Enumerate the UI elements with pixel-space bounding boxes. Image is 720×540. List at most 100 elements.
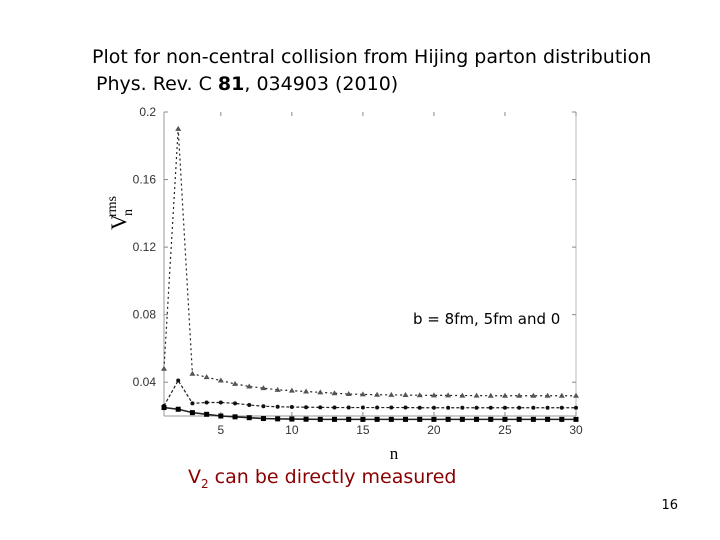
- page-number: 16: [661, 498, 678, 513]
- data-point: [317, 416, 323, 422]
- data-point: [289, 416, 295, 422]
- slide-reference: Phys. Rev. C 81, 034903 (2010): [96, 73, 398, 95]
- data-point: [217, 377, 224, 383]
- y-label-subscript: n: [121, 209, 136, 216]
- data-point: [388, 391, 395, 397]
- vn-rms-chart: 0.04 0.08 0.12 0.16 0.2 5 10 15 20 25 30 b = 8fm,…: [105, 105, 583, 463]
- data-point: [446, 405, 451, 410]
- data-point: [402, 392, 409, 398]
- data-point: [359, 391, 366, 397]
- data-point: [573, 416, 579, 422]
- data-point: [204, 400, 209, 405]
- data-point: [545, 405, 550, 410]
- data-point: [317, 389, 324, 395]
- data-point: [375, 405, 380, 410]
- data-point: [176, 378, 181, 383]
- data-point: [346, 405, 351, 410]
- slide-caption: V2 can be directly measured: [188, 466, 456, 491]
- data-point: [502, 405, 507, 410]
- data-point: [559, 405, 564, 410]
- data-point: [289, 405, 294, 410]
- data-point: [488, 405, 493, 410]
- data-point: [260, 416, 266, 422]
- data-point: [175, 125, 182, 131]
- y-tick-label: 0.12: [133, 240, 157, 254]
- data-point: [530, 392, 537, 398]
- data-point: [374, 391, 381, 397]
- data-point: [360, 405, 365, 410]
- x-tick-label: 25: [498, 423, 512, 437]
- reference-pages-year: , 034903 (2010): [244, 73, 399, 95]
- y-tick-label: 0.08: [133, 308, 157, 322]
- data-point: [403, 416, 409, 422]
- data-point: [545, 416, 551, 422]
- series-line: [163, 406, 576, 421]
- data-point: [558, 392, 565, 398]
- y-label-superscript: rms: [105, 196, 120, 217]
- data-point: [473, 392, 480, 398]
- data-point: [501, 392, 508, 398]
- x-axis-ticks: 5 10 15 20 25 30: [217, 112, 583, 437]
- data-point: [474, 405, 479, 410]
- data-point: [474, 416, 480, 422]
- data-point: [559, 416, 565, 422]
- data-point: [416, 392, 423, 398]
- data-point: [332, 405, 337, 410]
- y-tick-label: 0.04: [133, 375, 157, 389]
- data-point: [190, 401, 195, 406]
- data-point: [189, 410, 195, 416]
- data-point: [488, 416, 494, 422]
- data-point: [431, 416, 437, 422]
- reference-journal: Phys. Rev. C: [96, 73, 218, 95]
- data-point: [203, 374, 210, 380]
- x-axis-label: n: [390, 444, 399, 463]
- y-axis-label: V n rms: [105, 196, 136, 230]
- data-point: [288, 387, 295, 393]
- series-square: [161, 405, 579, 422]
- data-point: [218, 400, 223, 405]
- data-point: [346, 416, 352, 422]
- data-point: [261, 404, 266, 409]
- data-point: [487, 392, 494, 398]
- data-point: [360, 416, 366, 422]
- data-point: [431, 405, 436, 410]
- x-tick-label: 30: [569, 423, 583, 437]
- data-point: [388, 416, 394, 422]
- data-point: [246, 415, 252, 421]
- reference-volume: 81: [217, 73, 245, 95]
- data-point: [247, 403, 252, 408]
- data-point: [218, 413, 224, 419]
- data-point: [445, 392, 452, 398]
- data-point: [544, 392, 551, 398]
- data-point: [304, 405, 309, 410]
- y-axis-ticks: 0.04 0.08 0.12 0.16 0.2: [133, 105, 576, 389]
- data-point: [161, 405, 167, 411]
- y-tick-label: 0.16: [133, 173, 157, 187]
- data-point: [374, 416, 380, 422]
- data-point: [389, 405, 394, 410]
- y-label-main: V: [106, 214, 131, 230]
- series-circle: [162, 378, 578, 410]
- caption-subscript: 2: [201, 476, 209, 491]
- data-point: [517, 405, 522, 410]
- data-point: [460, 405, 465, 410]
- data-point: [274, 386, 281, 392]
- x-tick-label: 20: [427, 423, 441, 437]
- data-point: [175, 406, 181, 412]
- data-point: [345, 391, 352, 397]
- data-point: [275, 416, 281, 422]
- data-point: [204, 411, 210, 417]
- data-point: [516, 392, 523, 398]
- data-point: [189, 370, 196, 376]
- series-triangle: [161, 125, 579, 398]
- series-layer: [161, 125, 579, 422]
- x-tick-label: 5: [217, 423, 224, 437]
- x-tick-label: 15: [356, 423, 370, 437]
- caption-v: V: [188, 466, 201, 488]
- data-point: [516, 416, 522, 422]
- data-point: [331, 416, 337, 422]
- data-point: [417, 405, 422, 410]
- caption-text: can be directly measured: [208, 466, 457, 488]
- data-point: [573, 392, 579, 398]
- series-line: [163, 128, 576, 397]
